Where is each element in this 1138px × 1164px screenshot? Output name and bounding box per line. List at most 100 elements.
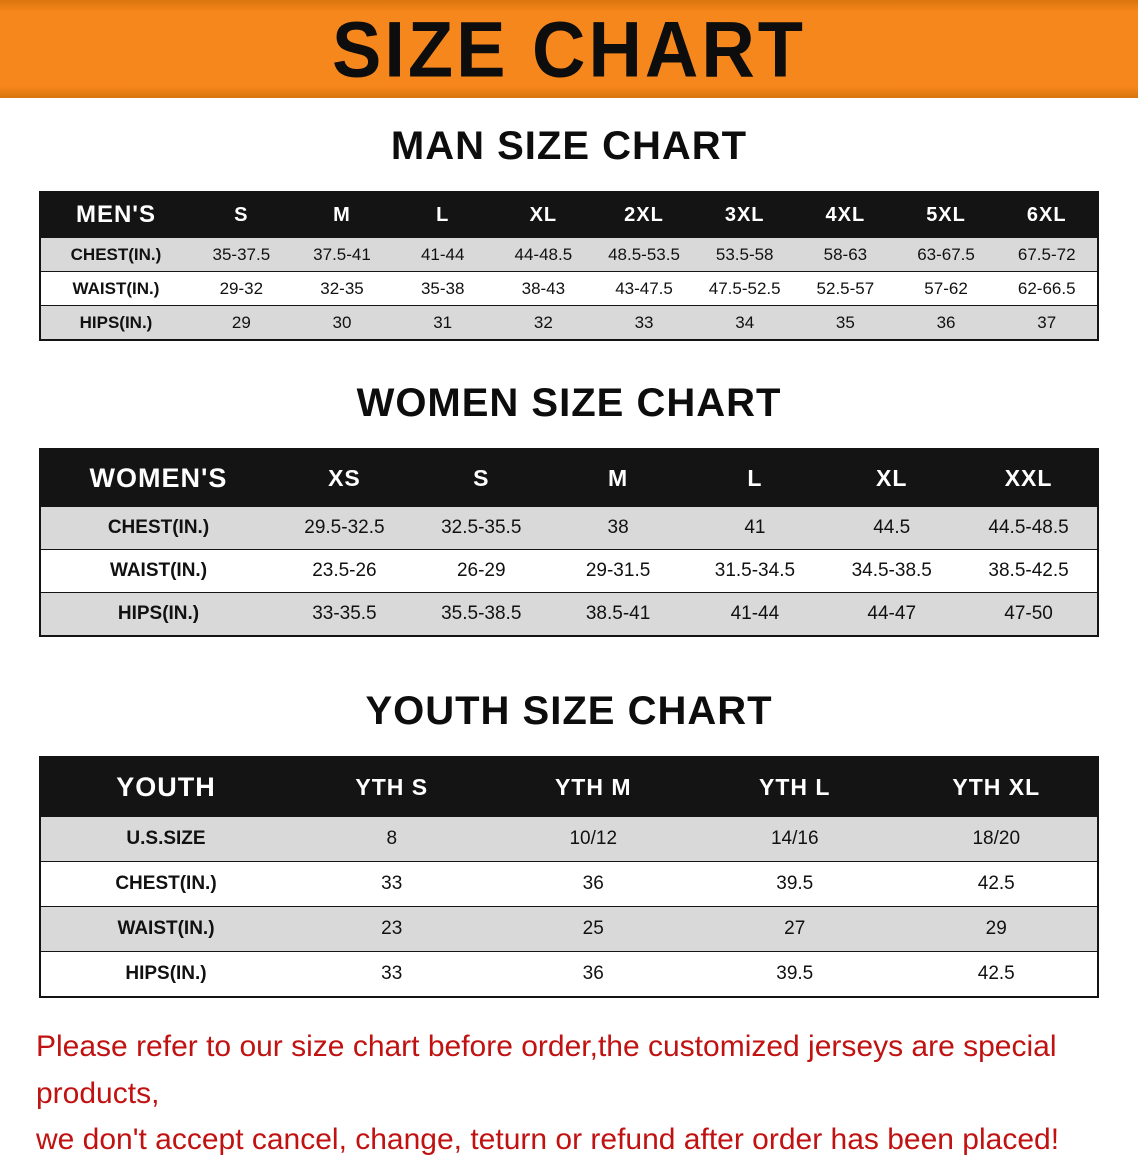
value-cell: 23.5-26 [312, 560, 377, 581]
value-cell: 47.5-52.5 [708, 278, 781, 298]
size-header-cell: XXL [1004, 464, 1053, 491]
value-cell: 34 [735, 312, 755, 332]
row-label-cell: CHEST(IN.) [70, 244, 162, 264]
row-label-cell: HIPS(IN.) [117, 603, 200, 624]
row-label-cell: WAIST(IN.) [109, 560, 208, 581]
value-cell: 25 [582, 918, 604, 939]
value-cell: 44-48.5 [514, 244, 573, 264]
value-cell: 33 [381, 963, 403, 984]
value-cell: 14/16 [770, 828, 819, 849]
value-cell: 43-47.5 [615, 278, 673, 298]
value-cell: 53.5-58 [715, 244, 774, 264]
size-header-cell: M [607, 464, 629, 491]
table-row: CHEST(IN.) 29.5-32.5 32.5-35.5 38 41 44.5 44.5… [41, 506, 1097, 549]
size-header-cell: YTH M [554, 773, 632, 800]
disclaimer-text: Please refer to our size chart before or… [0, 1024, 1138, 1164]
value-cell: 44.5-48.5 [988, 517, 1069, 538]
value-cell: 29-32 [219, 278, 264, 298]
size-header-cell: L [436, 203, 450, 226]
value-cell: 44.5 [873, 517, 911, 538]
size-header-cell: S [473, 464, 490, 491]
value-cell: 42.5 [977, 873, 1015, 894]
value-cell: 33 [634, 312, 654, 332]
row-label-cell: WAIST(IN.) [117, 918, 215, 939]
disclaimer-line-2: we don't accept cancel, change, teturn o… [36, 1123, 1060, 1156]
value-cell: 23 [381, 918, 403, 939]
row-label-cell: U.S.SIZE [126, 828, 206, 849]
size-header-cell: XL [876, 464, 908, 491]
value-cell: 38.5-41 [585, 603, 651, 624]
man-section-heading: MAN SIZE CHART [390, 124, 748, 168]
size-header-cell: 4XL [825, 203, 866, 226]
value-cell: 35-37.5 [212, 244, 271, 264]
value-cell: 32 [533, 312, 553, 332]
page-title: SIZE CHART [332, 5, 806, 93]
size-header-cell: XL [529, 203, 558, 226]
size-header-cell: YTH XL [952, 773, 1041, 800]
value-cell: 37 [1037, 312, 1057, 332]
value-cell: 29 [985, 918, 1007, 939]
table-row: WAIST(IN.) 29-32 32-35 35-38 38-43 43-47.5 47.… [41, 271, 1097, 305]
table-row: CHEST(IN.) 35-37.5 37.5-41 41-44 44-48.5 48.5… [41, 237, 1097, 271]
men-size-table: MEN'S S M L XL 2XL 3XL 4XL 5XL 6XL CHEST(IN.) 35-37… [39, 191, 1099, 341]
size-header-cell: L [747, 464, 763, 491]
value-cell: 39.5 [776, 963, 814, 984]
table-title-cell: YOUTH [116, 771, 216, 802]
table-row: U.S.SIZE 8 10/12 14/16 18/20 [41, 816, 1097, 861]
value-cell: 29 [231, 312, 251, 332]
youth-section-heading: YOUTH SIZE CHART [365, 689, 773, 733]
value-cell: 52.5-57 [816, 278, 875, 298]
table-row: WAIST(IN.) 23.5-26 26-29 29-31.5 31.5-34.5 34… [41, 549, 1097, 592]
value-cell: 38 [607, 517, 629, 538]
value-cell: 33-35.5 [312, 603, 377, 624]
size-chart-banner: SIZE CHART [0, 0, 1138, 98]
size-header-cell: XS [328, 464, 361, 491]
size-header-cell: YTH S [355, 773, 429, 800]
value-cell: 58-63 [823, 244, 868, 264]
table-row: HIPS(IN.) 33 36 39.5 42.5 [41, 951, 1097, 996]
value-cell: 67.5-72 [1017, 244, 1076, 264]
value-cell: 57-62 [924, 278, 968, 298]
value-cell: 32-35 [320, 278, 364, 298]
table-title-cell: MEN'S [75, 201, 157, 228]
size-header-cell: S [234, 203, 249, 226]
row-label-cell: CHEST(IN.) [107, 517, 210, 538]
value-cell: 41-44 [420, 244, 465, 264]
table-header-row: YOUTH YTH S YTH M YTH L YTH XL [41, 758, 1097, 816]
value-cell: 10/12 [569, 828, 618, 849]
value-cell: 31.5-34.5 [714, 560, 796, 581]
value-cell: 8 [386, 828, 398, 849]
value-cell: 33 [381, 873, 403, 894]
size-header-cell: YTH L [759, 773, 831, 800]
table-row: CHEST(IN.) 33 36 39.5 42.5 [41, 861, 1097, 906]
row-label-cell: HIPS(IN.) [125, 963, 207, 984]
size-header-cell: 5XL [926, 203, 966, 226]
value-cell: 38-43 [521, 278, 566, 298]
table-title-cell: WOMEN'S [89, 462, 228, 493]
disclaimer-line-1: Please refer to our size chart before or… [36, 1030, 1057, 1110]
value-cell: 35.5-38.5 [441, 603, 522, 624]
value-cell: 42.5 [977, 963, 1015, 984]
value-cell: 18/20 [972, 828, 1021, 849]
value-cell: 35 [835, 312, 855, 332]
value-cell: 41-44 [730, 603, 780, 624]
value-cell: 36 [582, 963, 604, 984]
value-cell: 41 [744, 517, 766, 538]
size-header-cell: 3XL [724, 203, 765, 226]
value-cell: 31 [433, 312, 453, 332]
value-cell: 38.5-42.5 [988, 560, 1069, 581]
value-cell: 62-66.5 [1017, 278, 1076, 298]
table-row: HIPS(IN.) 33-35.5 35.5-38.5 38.5-41 41-44 44-… [41, 592, 1097, 635]
women-size-table: WOMEN'S XS S M L XL XXL CHEST(IN.) 29.5-32.5 32.5… [39, 448, 1099, 637]
size-header-cell: 6XL [1026, 203, 1067, 226]
value-cell: 47-50 [1004, 603, 1053, 624]
value-cell: 29.5-32.5 [304, 517, 385, 538]
value-cell: 37.5-41 [313, 244, 371, 264]
value-cell: 26-29 [456, 560, 506, 581]
value-cell: 27 [784, 918, 806, 939]
value-cell: 30 [332, 312, 352, 332]
value-cell: 36 [582, 873, 604, 894]
table-row: HIPS(IN.) 29 30 31 32 33 34 35 36 37 [41, 305, 1097, 339]
value-cell: 48.5-53.5 [608, 244, 680, 264]
table-header-row: WOMEN'S XS S M L XL XXL [41, 450, 1097, 506]
